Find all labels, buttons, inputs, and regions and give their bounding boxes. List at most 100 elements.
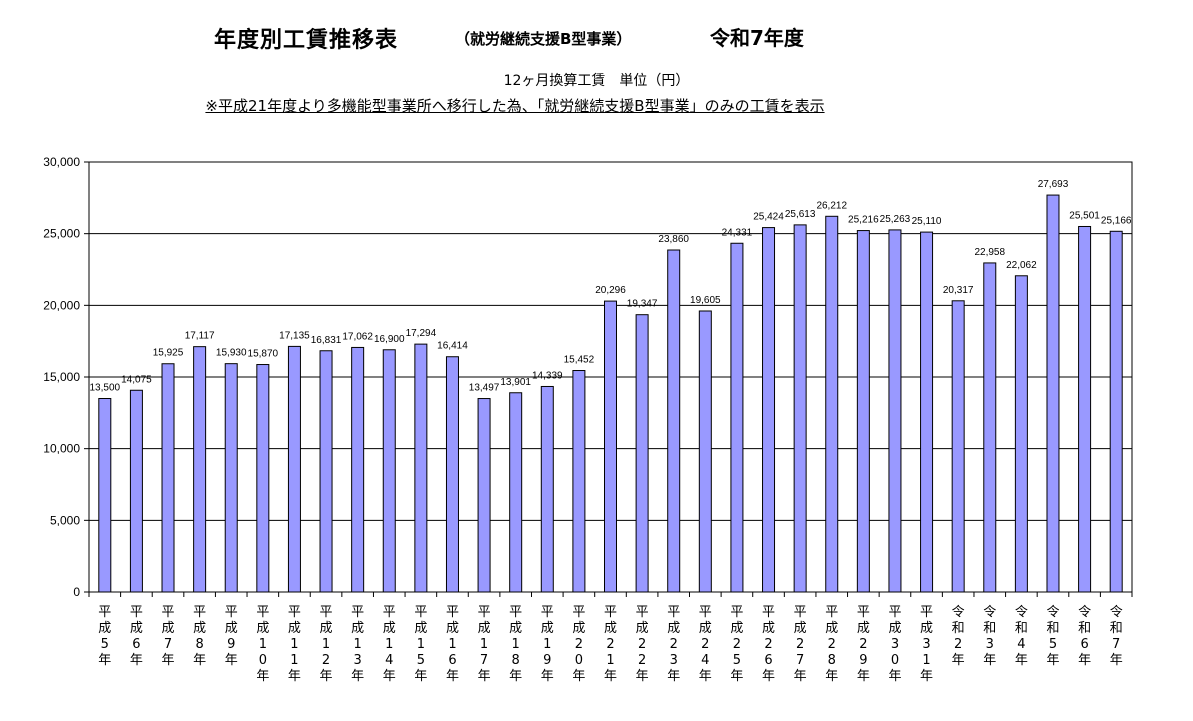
bar [161,363,175,593]
x-category-label: 平成 1 6 年 [446,605,459,684]
bar [951,300,965,593]
data-label: 22,062 [1006,260,1037,271]
data-label: 22,958 [974,247,1005,258]
x-category-label: 平成 2 1 年 [604,605,617,684]
x-category-label: 平成 2 0 年 [572,605,585,684]
data-label: 17,062 [342,331,373,342]
x-category-label: 平成 1 1 年 [288,605,301,684]
data-label: 25,166 [1101,215,1132,226]
data-label: 25,613 [785,209,816,220]
x-category-label: 平成 8 年 [193,605,206,668]
x-category-label: 令和 6 年 [1078,605,1091,668]
bar [319,350,333,593]
bar [920,231,934,593]
data-label: 25,424 [753,212,784,223]
chart-note: ※平成21年度より多機能型事業所へ移行した為、「就労継続支援B型事業」のみの工賃… [205,97,825,115]
bar [888,229,902,593]
bar [224,363,238,593]
y-tick-label: 20,000 [43,298,80,312]
bar [509,392,523,593]
bar [287,345,301,593]
bar [129,389,143,593]
x-category-label: 平成 7 年 [162,605,175,668]
x-category-label: 令和 2 年 [952,605,965,668]
data-label: 14,339 [532,370,563,381]
x-category-label: 平成 2 2 年 [636,605,649,684]
chart-subtitle: 12ヶ月換算工賃 単位（円） [503,73,690,89]
data-label: 17,135 [279,330,310,341]
x-category-label: 平成 3 1 年 [920,605,933,684]
data-label: 13,500 [90,383,121,394]
data-label: 25,501 [1069,210,1100,221]
data-label: 15,452 [564,355,595,366]
data-label: 23,860 [658,234,689,245]
y-tick-label: 10,000 [43,442,80,456]
x-category-label: 平成 2 6 年 [762,605,775,684]
y-tick-label: 30,000 [43,155,80,169]
y-tick-label: 0 [73,585,80,599]
bar [983,262,997,593]
data-label: 19,605 [690,295,721,306]
data-label: 25,216 [848,215,879,226]
bar [730,242,744,593]
bar [1014,275,1028,593]
y-tick-label: 5,000 [50,513,80,527]
bar [604,300,617,593]
data-label: 20,317 [943,285,974,296]
data-label: 14,075 [121,374,152,385]
data-label: 27,693 [1038,179,1069,190]
bar [351,346,365,593]
x-category-label: 平成 1 7 年 [478,605,491,684]
x-category-label: 平成 2 5 年 [730,605,743,684]
bar [667,249,681,593]
x-category-label: 平成 1 8 年 [509,605,522,684]
bar [793,224,807,593]
bar [477,398,491,593]
bar [256,364,270,593]
x-category-label: 令和 5 年 [1046,605,1059,668]
data-label: 17,294 [406,328,437,339]
data-label: 25,263 [880,214,911,225]
x-category-label: 令和 4 年 [1015,605,1028,668]
bar [382,349,396,593]
title-row: 年度別工賃推移表 （就労継続支援B型事業） 令和7年度 [0,22,1193,56]
data-label: 19,347 [627,299,658,310]
data-label: 24,331 [722,227,753,238]
data-label: 16,831 [311,335,342,346]
x-category-label: 令和 7 年 [1110,605,1123,668]
bar [1109,230,1123,593]
data-label: 15,925 [153,348,184,359]
bar [1078,225,1092,593]
data-label: 15,870 [248,349,279,360]
bar [1046,194,1060,593]
data-label: 25,110 [912,216,942,227]
x-category-label: 令和 3 年 [983,605,996,668]
data-label: 15,930 [216,348,247,359]
data-label: 16,900 [374,334,405,345]
data-label: 13,497 [469,383,500,394]
y-tick-label: 15,000 [43,370,80,384]
x-category-label: 平成 2 3 年 [667,605,680,684]
x-category-label: 平成 5 年 [98,605,111,668]
data-label: 26,212 [816,200,847,211]
x-category-label: 平成 3 0 年 [888,605,901,684]
x-category-label: 平成 1 3 年 [351,605,364,684]
x-category-label: 平成 2 9 年 [857,605,870,684]
x-category-label: 平成 1 9 年 [541,605,554,684]
bar [856,230,870,593]
x-category-label: 平成 1 2 年 [320,605,333,684]
bar [572,370,586,593]
x-category-label: 平成 2 7 年 [794,605,807,684]
bar [635,314,649,593]
x-category-label: 平成 1 4 年 [383,605,396,684]
data-label: 17,117 [185,331,215,342]
x-category-label: 平成 6 年 [130,605,143,668]
chart-title: 年度別工賃推移表 [214,28,399,53]
bar [98,398,112,593]
bar [193,346,207,593]
x-category-label: 平成 1 5 年 [414,605,427,684]
data-label: 13,901 [500,377,531,388]
data-label: 16,414 [437,341,468,352]
x-category-label: 平成 9 年 [225,605,238,668]
chart-title-year: 令和7年度 [710,26,804,50]
